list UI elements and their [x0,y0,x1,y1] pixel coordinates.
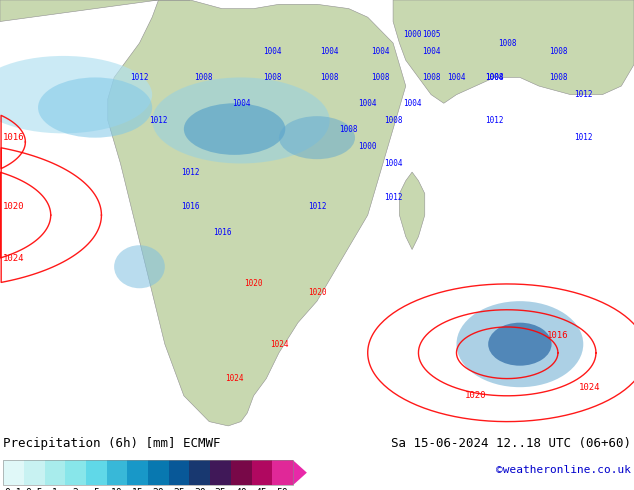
Text: 1012: 1012 [307,202,327,211]
Text: 45: 45 [256,488,268,490]
Text: 1: 1 [52,488,58,490]
Text: 1008: 1008 [422,73,441,82]
Text: 1024: 1024 [579,383,600,392]
Bar [272,460,293,485]
Text: 1004: 1004 [403,99,422,108]
Text: 1012: 1012 [384,194,403,202]
Text: 10: 10 [111,488,123,490]
Bar [3,460,293,485]
Text: 1008: 1008 [498,39,517,48]
Text: Precipitation (6h) [mm] ECMWF: Precipitation (6h) [mm] ECMWF [3,438,221,450]
Text: 15: 15 [132,488,143,490]
Bar [231,460,252,485]
Text: 1016: 1016 [212,228,231,237]
Text: 1008: 1008 [339,124,358,134]
Ellipse shape [114,245,165,288]
Text: 1004: 1004 [447,73,466,82]
Text: 1004: 1004 [263,47,282,56]
Text: 1008: 1008 [384,116,403,125]
Text: 1012: 1012 [149,116,168,125]
Text: 25: 25 [173,488,185,490]
Bar [148,460,169,485]
Ellipse shape [0,56,152,133]
Polygon shape [293,460,307,485]
Text: 1005: 1005 [422,30,441,39]
Text: 1016: 1016 [547,331,569,340]
Bar [44,460,65,485]
Text: 1020: 1020 [307,288,327,297]
Polygon shape [108,0,406,426]
Polygon shape [0,0,190,22]
Bar [127,460,148,485]
Text: Sa 15-06-2024 12..18 UTC (06+60): Sa 15-06-2024 12..18 UTC (06+60) [391,438,631,450]
Bar [24,460,44,485]
Text: 20: 20 [153,488,164,490]
Text: 1012: 1012 [130,73,149,82]
Text: 1024: 1024 [3,254,25,263]
Text: 1004: 1004 [320,47,339,56]
Text: 1004: 1004 [384,159,403,168]
Text: 30: 30 [194,488,205,490]
Polygon shape [399,172,425,249]
Text: 1004: 1004 [485,73,504,82]
Bar [65,460,86,485]
Text: 40: 40 [235,488,247,490]
Bar [3,460,24,485]
Text: 1012: 1012 [574,133,593,142]
Text: 1004: 1004 [371,47,390,56]
Text: 1004: 1004 [231,99,250,108]
Text: 1020: 1020 [244,279,263,289]
Bar [86,460,107,485]
Ellipse shape [152,77,330,164]
Text: 1008: 1008 [371,73,390,82]
Bar [252,460,272,485]
Text: 50: 50 [276,488,288,490]
Bar [210,460,231,485]
Text: ©weatheronline.co.uk: ©weatheronline.co.uk [496,465,631,475]
Text: 5: 5 [93,488,100,490]
Text: 1008: 1008 [263,73,282,82]
Bar [190,460,210,485]
Text: 1004: 1004 [422,47,441,56]
Text: 1008: 1008 [485,73,504,82]
Ellipse shape [488,323,552,366]
Text: 1016: 1016 [181,202,200,211]
Text: 0.5: 0.5 [25,488,43,490]
Bar [169,460,190,485]
Ellipse shape [279,116,355,159]
Ellipse shape [38,77,152,138]
Ellipse shape [184,103,285,155]
Text: 1008: 1008 [548,47,567,56]
Text: 35: 35 [214,488,226,490]
Text: 1012: 1012 [574,90,593,99]
Text: 0.1: 0.1 [4,488,22,490]
Bar [107,460,127,485]
Polygon shape [393,0,634,103]
Text: 1024: 1024 [269,340,288,349]
Text: 1000: 1000 [403,30,422,39]
Text: 1024: 1024 [225,374,244,383]
Text: 1012: 1012 [181,168,200,176]
Text: 2: 2 [73,488,79,490]
Text: 1012: 1012 [485,116,504,125]
Text: 1016: 1016 [3,133,25,142]
Text: 1020: 1020 [465,392,486,400]
Text: 1004: 1004 [358,99,377,108]
Text: 1000: 1000 [358,142,377,151]
Text: 1008: 1008 [548,73,567,82]
Text: 1008: 1008 [320,73,339,82]
Ellipse shape [456,301,583,387]
Text: 1020: 1020 [3,202,25,211]
Text: 1008: 1008 [193,73,212,82]
